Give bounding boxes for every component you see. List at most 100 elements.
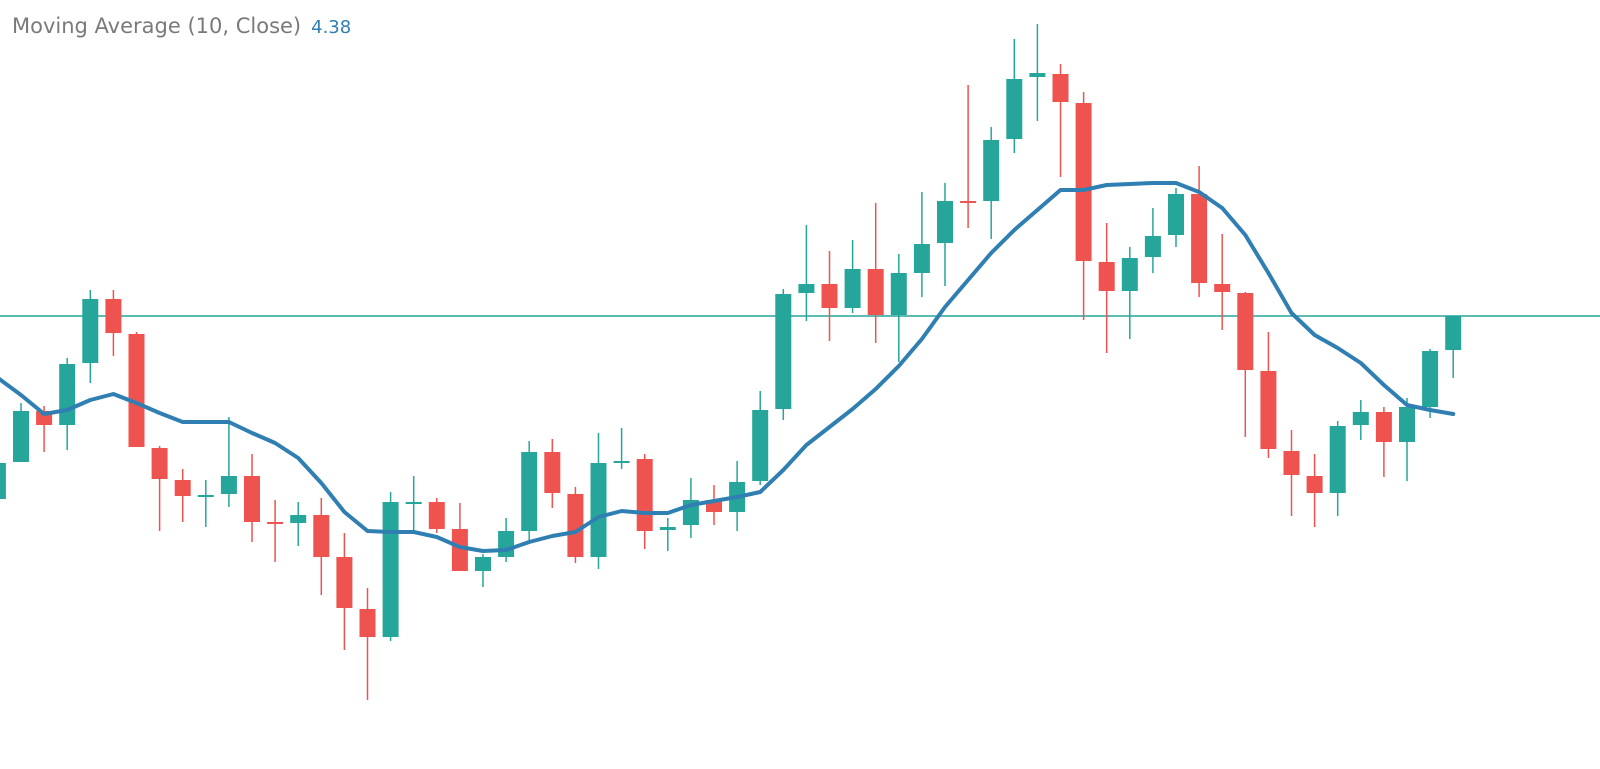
candle[interactable] <box>1375 407 1392 477</box>
candle[interactable] <box>821 251 838 341</box>
candle[interactable] <box>659 518 676 551</box>
candle[interactable] <box>59 358 76 450</box>
candle[interactable] <box>475 554 491 587</box>
candle-body-up <box>13 411 29 462</box>
candle[interactable] <box>1214 234 1231 330</box>
candle[interactable] <box>1399 398 1415 481</box>
candle-body-down <box>867 269 884 315</box>
candle[interactable] <box>1260 332 1277 458</box>
candle-body-up <box>82 299 99 363</box>
candle-body-up <box>937 201 953 243</box>
candle-body-down <box>428 502 445 529</box>
candle-body-up <box>1422 351 1439 407</box>
candle-body-up <box>844 269 861 308</box>
candle[interactable] <box>451 503 468 571</box>
candle[interactable] <box>13 403 29 462</box>
candle-body-down <box>1237 293 1254 370</box>
candle-body-down <box>544 452 561 493</box>
candle[interactable] <box>359 588 376 700</box>
candle[interactable] <box>382 492 399 641</box>
candle-body-down <box>1306 476 1323 493</box>
candle-body-up <box>197 495 214 497</box>
candle-body-up <box>1399 407 1415 442</box>
candle[interactable] <box>220 417 237 507</box>
candle[interactable] <box>521 441 538 542</box>
candle[interactable] <box>336 533 353 650</box>
candle[interactable] <box>1191 166 1208 297</box>
candle-body-down <box>960 201 977 203</box>
candle[interactable] <box>1075 92 1092 320</box>
candle-body-down <box>1283 451 1300 475</box>
candle-body-down <box>1052 74 1069 102</box>
candle-body-down <box>128 334 145 447</box>
candle[interactable] <box>1144 208 1161 273</box>
candle[interactable] <box>752 391 769 485</box>
candle[interactable] <box>1237 292 1254 437</box>
candle[interactable] <box>1029 24 1046 121</box>
candle[interactable] <box>82 290 99 383</box>
candle-body-down <box>105 299 122 333</box>
candle-body-up <box>613 461 630 463</box>
candle[interactable] <box>1052 64 1069 177</box>
candle-body-down <box>451 529 468 571</box>
candle[interactable] <box>1283 430 1300 516</box>
candle-body-up <box>382 502 399 637</box>
candle[interactable] <box>105 290 122 356</box>
candle[interactable] <box>290 502 307 546</box>
candle[interactable] <box>1422 349 1439 418</box>
candle[interactable] <box>983 127 1000 239</box>
candle[interactable] <box>0 460 6 500</box>
candle[interactable] <box>151 446 168 531</box>
candle[interactable] <box>405 476 422 530</box>
candle-body-up <box>1029 73 1046 77</box>
candle-body-up <box>498 531 515 557</box>
candle[interactable] <box>174 469 191 522</box>
candle-body-down <box>244 476 260 522</box>
candle[interactable] <box>798 225 815 321</box>
candle[interactable] <box>706 485 722 525</box>
candle[interactable] <box>567 487 584 563</box>
candle-body-down <box>1075 103 1092 261</box>
candle[interactable] <box>844 240 861 313</box>
candle[interactable] <box>128 332 145 447</box>
candle-body-up <box>659 527 676 530</box>
candle-body-up <box>59 364 76 425</box>
candle-body-down <box>313 515 330 557</box>
candle[interactable] <box>890 254 907 362</box>
candle-body-down <box>821 284 838 308</box>
candle[interactable] <box>1006 39 1023 153</box>
candle-body-down <box>1098 262 1115 291</box>
candle[interactable] <box>428 498 445 533</box>
candle[interactable] <box>197 480 214 527</box>
candle[interactable] <box>244 454 260 542</box>
candle[interactable] <box>1121 247 1138 339</box>
candle[interactable] <box>867 203 884 343</box>
candle[interactable] <box>1329 421 1346 516</box>
candle[interactable] <box>1168 188 1184 247</box>
moving-average-line <box>0 181 1456 553</box>
candle[interactable] <box>1306 454 1323 527</box>
candle[interactable] <box>498 518 515 562</box>
candle[interactable] <box>937 183 953 286</box>
candle[interactable] <box>313 498 330 595</box>
candle-body-up <box>475 557 491 571</box>
candle[interactable] <box>636 454 653 549</box>
indicator-legend[interactable]: Moving Average (10, Close) 4.38 <box>12 14 351 38</box>
candle[interactable] <box>544 439 561 508</box>
candle[interactable] <box>267 500 284 562</box>
candle-body-up <box>752 410 769 481</box>
candle[interactable] <box>1098 223 1115 353</box>
indicator-value: 4.38 <box>311 17 352 38</box>
candle[interactable] <box>960 85 977 228</box>
candle-body-up <box>798 284 815 293</box>
candle[interactable] <box>590 433 607 569</box>
candle[interactable] <box>1352 400 1369 440</box>
candle-body-up <box>1121 258 1138 291</box>
candle-body-up <box>290 515 307 523</box>
candle[interactable] <box>775 289 792 420</box>
candle-body-down <box>1260 371 1277 449</box>
candle[interactable] <box>913 192 930 297</box>
candle[interactable] <box>613 428 630 469</box>
candle[interactable] <box>1445 316 1462 378</box>
